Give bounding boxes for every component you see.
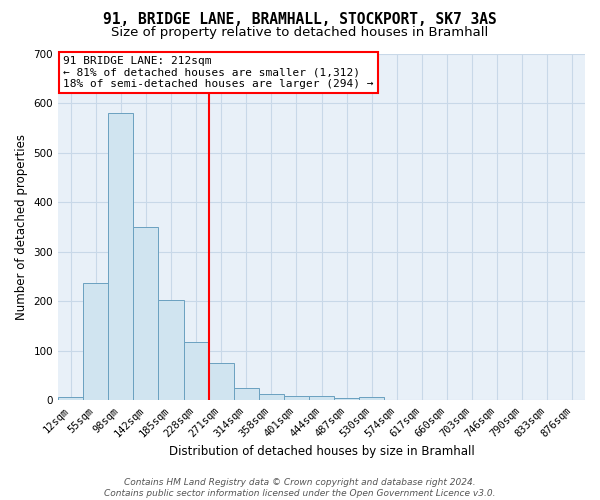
X-axis label: Distribution of detached houses by size in Bramhall: Distribution of detached houses by size … bbox=[169, 444, 475, 458]
Bar bbox=[158, 300, 184, 400]
Bar bbox=[133, 227, 158, 400]
Bar bbox=[233, 388, 259, 400]
Bar bbox=[259, 394, 284, 400]
Text: Size of property relative to detached houses in Bramhall: Size of property relative to detached ho… bbox=[112, 26, 488, 39]
Bar bbox=[58, 396, 83, 400]
Bar bbox=[359, 396, 384, 400]
Bar bbox=[108, 114, 133, 401]
Y-axis label: Number of detached properties: Number of detached properties bbox=[15, 134, 28, 320]
Bar bbox=[184, 342, 209, 400]
Bar bbox=[334, 398, 359, 400]
Text: Contains HM Land Registry data © Crown copyright and database right 2024.
Contai: Contains HM Land Registry data © Crown c… bbox=[104, 478, 496, 498]
Text: 91 BRIDGE LANE: 212sqm
← 81% of detached houses are smaller (1,312)
18% of semi-: 91 BRIDGE LANE: 212sqm ← 81% of detached… bbox=[64, 56, 374, 89]
Bar bbox=[209, 364, 233, 401]
Bar bbox=[309, 396, 334, 400]
Bar bbox=[83, 282, 108, 401]
Text: 91, BRIDGE LANE, BRAMHALL, STOCKPORT, SK7 3AS: 91, BRIDGE LANE, BRAMHALL, STOCKPORT, SK… bbox=[103, 12, 497, 28]
Bar bbox=[284, 396, 309, 400]
